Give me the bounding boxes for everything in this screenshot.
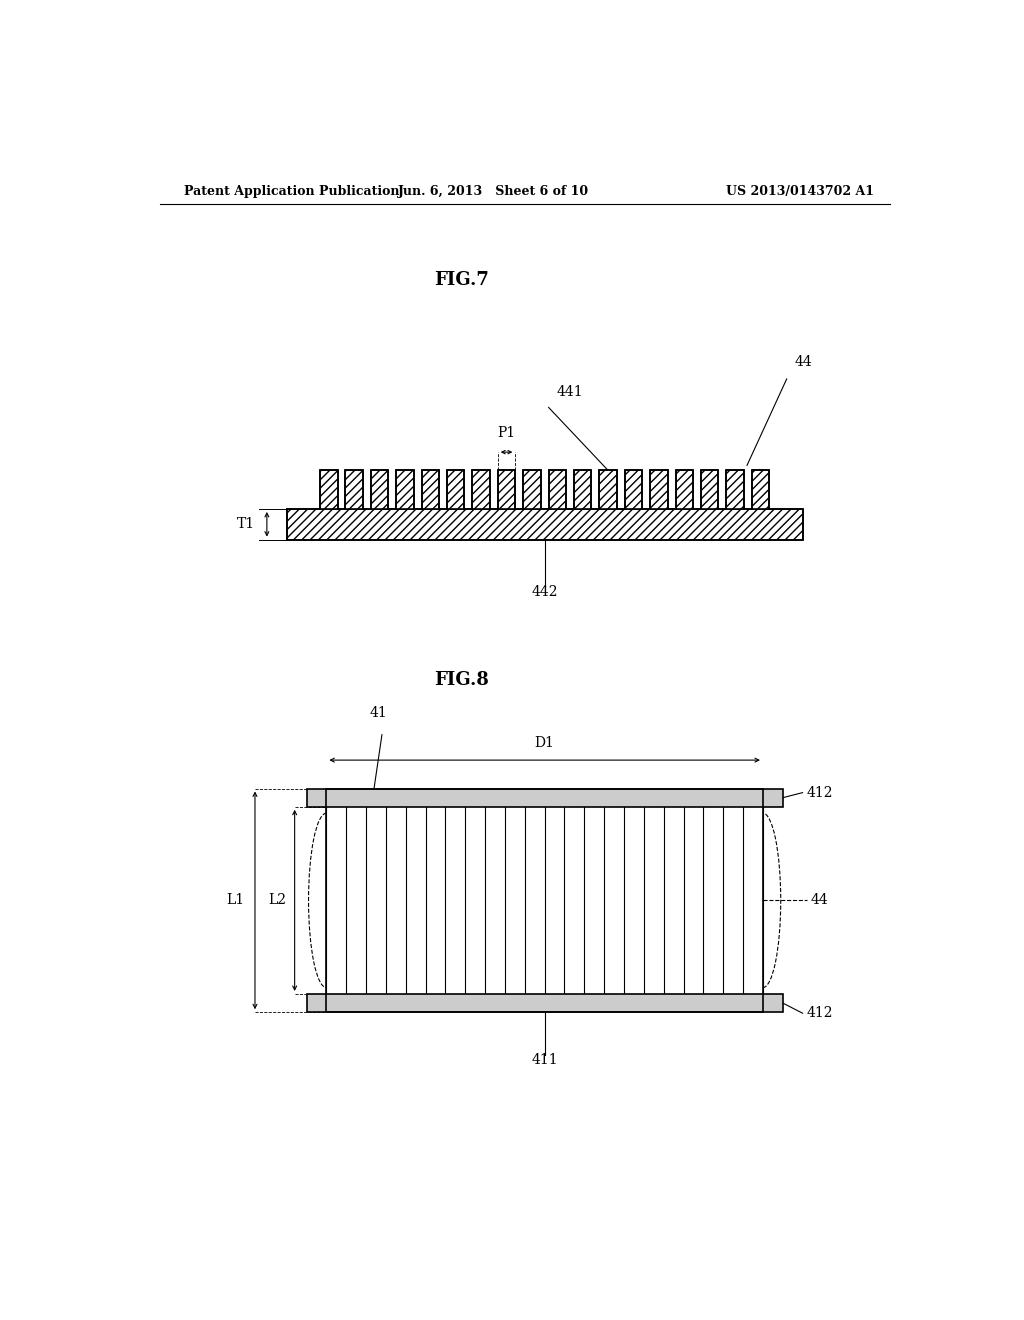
Bar	[625, 470, 642, 510]
Text: 441: 441	[557, 385, 584, 399]
Bar	[447, 470, 465, 510]
Bar	[523, 470, 541, 510]
Text: 41: 41	[370, 706, 388, 721]
Text: L2: L2	[268, 894, 287, 907]
Text: T1: T1	[237, 517, 255, 532]
Bar	[287, 510, 803, 540]
Bar	[549, 470, 566, 510]
Bar	[752, 470, 769, 510]
Bar	[321, 470, 338, 510]
Bar	[306, 994, 782, 1012]
Text: Patent Application Publication: Patent Application Publication	[183, 185, 399, 198]
Bar	[574, 470, 592, 510]
Bar	[676, 470, 693, 510]
Bar	[472, 470, 489, 510]
Bar	[650, 470, 668, 510]
Bar	[447, 470, 465, 510]
Text: D1: D1	[535, 737, 555, 750]
Bar	[701, 470, 719, 510]
Bar	[306, 788, 782, 807]
Bar	[447, 470, 465, 510]
Bar	[549, 470, 566, 510]
Bar	[549, 470, 566, 510]
Text: L1: L1	[226, 894, 245, 907]
Bar	[599, 470, 616, 510]
Bar	[371, 470, 388, 510]
Bar	[574, 470, 592, 510]
Bar	[472, 470, 489, 510]
Bar	[523, 470, 541, 510]
Bar	[321, 470, 338, 510]
Bar	[327, 788, 763, 1012]
Text: 44: 44	[811, 894, 828, 907]
Bar	[650, 470, 668, 510]
Bar	[345, 470, 362, 510]
Bar	[650, 470, 668, 510]
Bar	[498, 470, 515, 510]
Bar	[599, 470, 616, 510]
Bar	[498, 470, 515, 510]
Bar	[701, 470, 719, 510]
Text: 411: 411	[531, 1053, 558, 1067]
Bar	[726, 470, 743, 510]
Text: Jun. 6, 2013   Sheet 6 of 10: Jun. 6, 2013 Sheet 6 of 10	[397, 185, 589, 198]
Text: 44: 44	[795, 355, 812, 368]
Bar	[371, 470, 388, 510]
Bar	[574, 470, 592, 510]
Text: 442: 442	[531, 585, 558, 599]
Bar	[371, 470, 388, 510]
Text: 412: 412	[807, 1006, 834, 1020]
Text: US 2013/0143702 A1: US 2013/0143702 A1	[726, 185, 873, 198]
Bar	[422, 470, 439, 510]
Bar	[726, 470, 743, 510]
Bar	[396, 470, 414, 510]
Bar	[396, 470, 414, 510]
Bar	[625, 470, 642, 510]
Bar	[676, 470, 693, 510]
Text: 412: 412	[807, 785, 834, 800]
Bar	[472, 470, 489, 510]
Bar	[422, 470, 439, 510]
Bar	[676, 470, 693, 510]
Bar	[523, 470, 541, 510]
Bar	[287, 510, 803, 540]
Text: FIG.7: FIG.7	[434, 272, 488, 289]
Text: FIG.8: FIG.8	[434, 671, 488, 689]
Bar	[498, 470, 515, 510]
Bar	[701, 470, 719, 510]
Text: P1: P1	[498, 426, 516, 440]
Bar	[345, 470, 362, 510]
Bar	[345, 470, 362, 510]
Bar	[752, 470, 769, 510]
Bar	[625, 470, 642, 510]
Bar	[726, 470, 743, 510]
Bar	[321, 470, 338, 510]
Bar	[599, 470, 616, 510]
Bar	[422, 470, 439, 510]
Bar	[396, 470, 414, 510]
Bar	[752, 470, 769, 510]
